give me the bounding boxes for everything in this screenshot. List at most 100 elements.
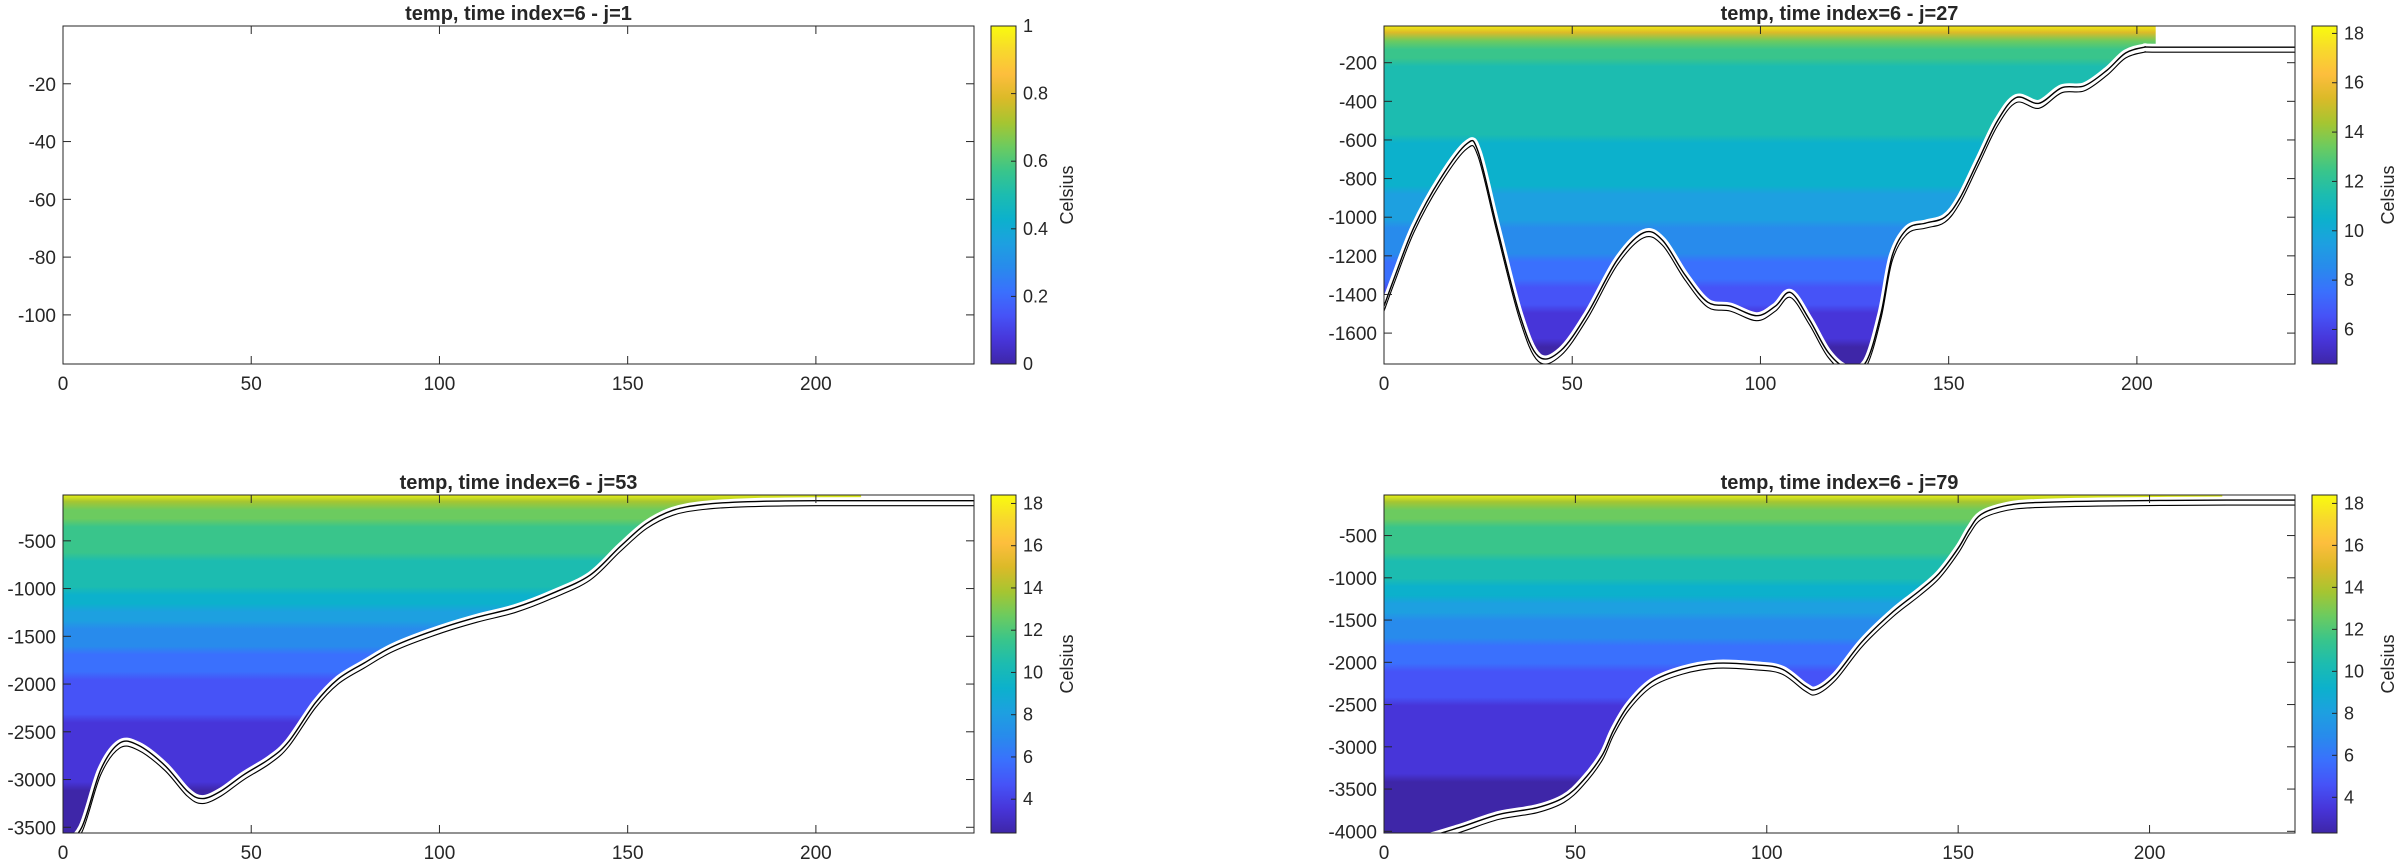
panel-j79: 0 50 100 150 200 -500 -1000 -1500 -2000 -2500 -300… (1328, 472, 2398, 861)
colorbar-tick-label: 6 (1023, 747, 1033, 767)
x-tick-label: 200 (2121, 374, 2153, 395)
bathymetry-line-lower (1384, 51, 2295, 364)
colorbar-tick-label: 0 (1023, 354, 1033, 374)
temperature-field (1384, 26, 2156, 364)
temperature-field (63, 495, 862, 833)
x-tick-label: 200 (800, 374, 832, 395)
y-tick-label: -3000 (1328, 738, 1377, 759)
colorbar-label: Celsius (1057, 634, 1077, 693)
bathymetry-line-lower (80, 505, 974, 833)
panel-j1: 0 50 100 150 200 -20 -40 -60 -80 -100 temp, time i… (18, 3, 1077, 395)
y-tick-label: -80 (29, 248, 56, 269)
x-tick-label: 150 (1942, 843, 1974, 861)
colorbar (990, 494, 1017, 834)
colorbar-tick-label: 0.4 (1023, 219, 1048, 239)
y-tick-label: -1000 (7, 580, 56, 601)
colorbar-tick-label: 18 (1023, 493, 1043, 513)
colorbar-tick-label: 12 (2344, 619, 2364, 639)
x-tick-label: 100 (424, 374, 456, 395)
colorbar-tick-label: 6 (2344, 319, 2354, 339)
bathymetry-line (1438, 499, 2295, 833)
colorbar-tick-label: 8 (2344, 703, 2354, 723)
colorbar-label: Celsius (1057, 165, 1077, 224)
colorbar-tick-label: 8 (1023, 705, 1033, 725)
colorbar-tick-label: 16 (2344, 535, 2364, 555)
x-tick-label: 0 (58, 374, 69, 395)
colorbar-tick-label: 12 (1023, 620, 1043, 640)
x-tick-label: 100 (1745, 374, 1777, 395)
colorbar-tick-label: 12 (2344, 171, 2364, 191)
x-tick-label: 100 (1751, 843, 1783, 861)
x-tick-label: 0 (1379, 374, 1390, 395)
y-tick-label: -1200 (1328, 247, 1377, 268)
x-tick-label: 50 (241, 374, 262, 395)
x-tick-label: 50 (1565, 843, 1586, 861)
temperature-field (1384, 495, 2223, 833)
colorbar-tick-label: 0.6 (1023, 151, 1048, 171)
y-tick-label: -800 (1339, 170, 1377, 191)
y-tick-label: -100 (18, 306, 56, 327)
chart-title: temp, time index=6 - j=27 (1721, 3, 1959, 25)
y-tick-label: -2000 (1328, 653, 1377, 674)
axes-box (1383, 494, 2296, 834)
bathymetry-line (77, 499, 974, 833)
axes-box (1383, 25, 2296, 365)
bathymetry-line (1384, 46, 2295, 364)
y-tick-label: -2500 (7, 723, 56, 744)
y-tick-label: -500 (18, 532, 56, 553)
colorbar-tick-label: 0.8 (1023, 84, 1048, 104)
y-tick-label: -1000 (1328, 569, 1377, 590)
x-tick-label: 150 (1933, 374, 1965, 395)
y-tick-label: -2500 (1328, 696, 1377, 717)
colorbar-tick-label: 4 (2344, 787, 2354, 807)
x-tick-label: 0 (58, 843, 69, 861)
colorbar (990, 25, 1017, 365)
chart-title: temp, time index=6 - j=79 (1721, 472, 1959, 494)
colorbar-tick-label: 14 (1023, 578, 1043, 598)
x-tick-label: 200 (2134, 843, 2166, 861)
y-tick-label: -1500 (7, 627, 56, 648)
x-tick-label: 50 (1562, 374, 1583, 395)
colorbar-tick-label: 16 (1023, 536, 1043, 556)
x-tick-label: 0 (1379, 843, 1390, 861)
colorbar-tick-label: 4 (1023, 789, 1033, 809)
y-tick-label: -600 (1339, 131, 1377, 152)
colorbar-tick-label: 18 (2344, 23, 2364, 43)
y-tick-label: -200 (1339, 54, 1377, 75)
panel-j53: 0 50 100 150 200 -500 -1000 -1500 -2000 -2500 -300… (7, 472, 1077, 861)
colorbar-tick-label: 8 (2344, 270, 2354, 290)
x-tick-label: 150 (612, 843, 644, 861)
colorbar-tick-label: 16 (2344, 73, 2364, 93)
y-tick-label: -1500 (1328, 611, 1377, 632)
y-tick-label: -3000 (7, 771, 56, 792)
colorbar (2311, 25, 2338, 365)
colorbar-tick-label: 1 (1023, 16, 1033, 36)
axes-box (62, 25, 975, 365)
colorbar-tick-label: 18 (2344, 493, 2364, 513)
colorbar-tick-label: 10 (1023, 662, 1043, 682)
x-tick-label: 50 (241, 843, 262, 861)
panel-j27: 0 50 100 150 200 -200 -400 -600 -800 -1000 -1200 -1… (1328, 3, 2398, 395)
chart-title: temp, time index=6 - j=53 (400, 472, 638, 494)
y-tick-label: -400 (1339, 92, 1377, 113)
colorbar-tick-label: 10 (2344, 661, 2364, 681)
colorbar-tick-label: 6 (2344, 745, 2354, 765)
y-tick-label: -60 (29, 190, 56, 211)
colorbar-tick-label: 14 (2344, 577, 2364, 597)
x-tick-label: 200 (800, 843, 832, 861)
colorbar-label: Celsius (2378, 165, 2398, 224)
y-tick-label: -1600 (1328, 324, 1377, 345)
y-tick-label: -1000 (1328, 208, 1377, 229)
y-tick-label: -3500 (7, 818, 56, 839)
y-tick-label: -2000 (7, 675, 56, 696)
y-tick-label: -40 (29, 133, 56, 154)
y-tick-label: -1400 (1328, 285, 1377, 306)
colorbar-label: Celsius (2378, 634, 2398, 693)
axes-box (62, 494, 975, 834)
colorbar (2311, 494, 2338, 834)
chart-title: temp, time index=6 - j=1 (405, 3, 632, 25)
bathymetry-line-lower (1455, 504, 2295, 833)
colorbar-tick-label: 10 (2344, 221, 2364, 241)
colorbar-tick-label: 0.2 (1023, 286, 1048, 306)
